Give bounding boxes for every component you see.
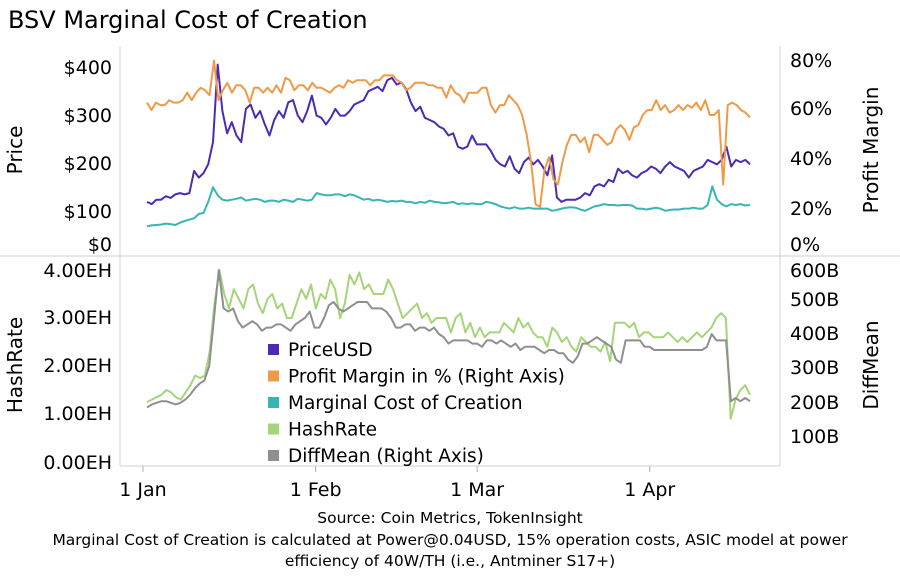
legend-item-marginal-cost-of-creation: Marginal Cost of Creation: [268, 393, 523, 414]
right-tick-label: 60%: [790, 98, 832, 120]
x-axis: 1 Jan 1 Feb 1 Mar 1 Apr: [119, 466, 675, 501]
legend-swatch: [268, 370, 279, 382]
legend-label: Profit Margin in % (Right Axis): [288, 367, 565, 388]
right-tick-label: 400B: [790, 323, 839, 345]
methodology-note-line-2: efficiency of 40W/TH (i.e., Antminer S17…: [284, 552, 616, 570]
left-tick-label: $300: [64, 105, 112, 127]
right-axis-title: Profit Margin: [859, 87, 883, 214]
legend-swatch: [268, 450, 279, 461]
series-line-diffmean-right-axis: [146, 269, 751, 409]
right-tick-label: 300B: [790, 357, 839, 379]
chart-title: BSV Marginal Cost of Creation: [8, 6, 368, 34]
methodology-note-line-1: Marginal Cost of Creation is calculated …: [52, 531, 848, 549]
left-axis-title: Price: [3, 126, 27, 175]
panel-2: HashRate DiffMean 0.00EH 1.00EH 2.00EH 3.00EH…: [3, 260, 883, 474]
left-tick-label: $100: [64, 201, 112, 223]
legend-swatch: [268, 397, 279, 408]
panel-1: Price Profit Margin $0 $100 $200 $300 $400 0% 20…: [3, 50, 883, 256]
chart-panels: Price Profit Margin $0 $100 $200 $300 $400 0% 20…: [0, 46, 900, 474]
legend: PriceUSD Profit Margin in % (Right Axis) M…: [268, 340, 565, 467]
left-tick-label: $400: [64, 57, 112, 79]
left-tick-label: 3.00EH: [43, 307, 112, 329]
legend-swatch: [268, 344, 279, 355]
left-tick-label: 4.00EH: [43, 260, 112, 282]
x-tick-label: 1 Feb: [290, 479, 342, 501]
series-line-priceusd: [146, 63, 751, 206]
right-tick-label: 600B: [790, 260, 839, 282]
legend-item-diffmean-right-axis: DiffMean (Right Axis): [268, 446, 484, 467]
series-line-profit-margin-in-right-axis: [146, 59, 751, 208]
right-tick-label: 200B: [790, 392, 839, 414]
right-tick-label: 100B: [790, 426, 839, 448]
bsv-marginal-cost-chart: BSV Marginal Cost of Creation Price Profi…: [0, 6, 900, 501]
x-tick-label: 1 Mar: [450, 479, 504, 501]
legend-item-profit-margin-in-right-axis: Profit Margin in % (Right Axis): [268, 367, 565, 388]
left-tick-label: $0: [88, 234, 112, 256]
right-tick-label: 40%: [790, 148, 832, 170]
legend-item-priceusd: PriceUSD: [268, 340, 373, 361]
legend-label: Marginal Cost of Creation: [288, 393, 523, 414]
legend-label: HashRate: [288, 420, 377, 441]
right-axis-title: DiffMean: [859, 320, 883, 409]
left-tick-label: 0.00EH: [43, 452, 112, 474]
left-tick-label: 2.00EH: [43, 355, 112, 377]
x-tick-label: 1 Jan: [119, 479, 166, 501]
left-tick-label: $200: [64, 153, 112, 175]
right-tick-label: 80%: [790, 50, 832, 72]
legend-label: DiffMean (Right Axis): [288, 446, 484, 467]
series-line-hashrate: [146, 269, 751, 420]
x-tick-label: 1 Apr: [624, 479, 675, 501]
legend-label: PriceUSD: [288, 340, 373, 361]
right-tick-label: 500B: [790, 289, 839, 311]
source-note: Source: Coin Metrics, TokenInsight: [317, 509, 583, 527]
series-line-marginal-cost-of-creation: [146, 185, 751, 228]
left-axis-title: HashRate: [3, 317, 27, 413]
right-tick-label: 0%: [790, 234, 820, 256]
legend-item-hashrate: HashRate: [268, 420, 377, 441]
left-tick-label: 1.00EH: [43, 403, 112, 425]
legend-swatch: [268, 423, 279, 435]
right-tick-label: 20%: [790, 198, 832, 220]
